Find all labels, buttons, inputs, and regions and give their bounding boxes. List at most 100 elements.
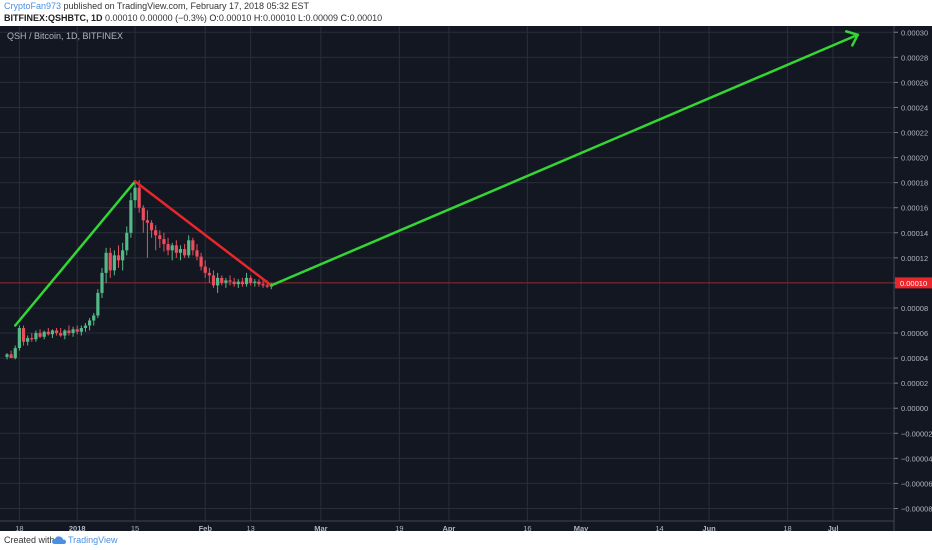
candle-body — [195, 250, 199, 257]
candle-body — [67, 330, 71, 334]
tradingview-brand[interactable]: TradingView — [68, 535, 118, 545]
candle-body — [121, 250, 125, 261]
candle-body — [63, 330, 67, 336]
red-fall-line — [133, 180, 273, 287]
price-tick-label: −0.00008 — [901, 504, 932, 513]
created-with-text: Created with — [4, 535, 55, 545]
time-tick-label: Mar — [314, 524, 327, 531]
candle-body — [21, 328, 26, 342]
candle-body — [174, 245, 178, 253]
time-axis[interactable]: 18 2018 15 Feb 13 Mar 19 Apr 16 May 14 Jun 18 Jul — [15, 524, 838, 531]
chart-header: CryptoFan973 published on TradingView.co… — [0, 0, 932, 26]
candle-body — [187, 240, 191, 256]
candle-body — [59, 333, 63, 336]
candle-body — [154, 230, 158, 236]
price-tick-label: 0.00008 — [901, 304, 928, 313]
last-price-label: 0.00010 — [900, 279, 927, 288]
close-label: C: — [338, 13, 350, 23]
candle-body — [108, 252, 112, 271]
candle-body — [34, 333, 38, 340]
time-tick-label: May — [574, 524, 589, 531]
low-label: L: — [295, 13, 306, 23]
price-change: 0.00010 0.00000 (−0.3%) — [102, 13, 210, 23]
price-tick-label: 0.00022 — [901, 129, 928, 138]
candle-body — [220, 277, 224, 283]
author-link[interactable]: CryptoFan973 — [4, 1, 62, 11]
time-tick-label: Apr — [442, 524, 455, 531]
price-axis[interactable]: 0.00030 0.00028 0.00026 0.00024 0.00022 0.000… — [894, 28, 932, 513]
footer: Created with TradingView — [0, 531, 932, 550]
candle-body — [207, 272, 211, 276]
time-tick-label: 15 — [131, 524, 139, 531]
candle-body — [244, 277, 249, 285]
price-tick-label: 0.00014 — [901, 229, 928, 238]
close-value: 0.00010 — [349, 13, 383, 23]
low-value: 0.00009 — [305, 13, 339, 23]
candle-body — [137, 187, 141, 208]
candle-body — [166, 244, 170, 251]
tradingview-cloud-icon — [52, 536, 66, 544]
high-value: 0.00010 — [262, 13, 296, 23]
price-tick-label: 0.00028 — [901, 53, 928, 62]
time-tick-label: Jun — [702, 524, 716, 531]
candle-body — [42, 331, 46, 337]
candle-body — [265, 285, 269, 287]
candle-body — [249, 277, 253, 283]
price-tick-label: −0.00006 — [901, 479, 932, 488]
candle-body — [178, 249, 183, 253]
candle-body — [125, 232, 129, 251]
candle-body — [236, 281, 240, 285]
candle-body — [116, 255, 121, 261]
candle-body — [261, 284, 265, 286]
open-label: O: — [209, 13, 219, 23]
candle-body — [257, 281, 261, 285]
candle-body — [141, 207, 145, 221]
arrowhead-icon — [845, 30, 860, 47]
price-tick-label: 0.00024 — [901, 103, 928, 112]
candle-body — [170, 245, 174, 251]
price-tick-label: 0.00030 — [901, 28, 928, 37]
time-tick-label: 19 — [395, 524, 403, 531]
high-label: H: — [251, 13, 263, 23]
price-tick-label: 0.00002 — [901, 379, 928, 388]
candle-body — [203, 266, 207, 273]
candle-body — [30, 338, 34, 340]
candle-body — [199, 256, 203, 267]
price-chart[interactable]: 0.00030 0.00028 0.00026 0.00024 0.00022 0.000… — [0, 26, 932, 531]
time-tick-label: 13 — [246, 524, 254, 531]
candle-body — [145, 220, 150, 223]
green-target-arrow — [270, 33, 860, 287]
candle-body — [17, 328, 21, 349]
publish-text: published on TradingView.com, February 1… — [61, 1, 310, 11]
time-tick-label: 18 — [783, 524, 791, 531]
time-tick-label: 2018 — [69, 524, 86, 531]
chart-title: QSH / Bitcoin, 1D, BITFINEX — [7, 31, 123, 41]
candle-body — [211, 275, 216, 286]
price-tick-label: 0.00004 — [901, 354, 928, 363]
time-tick-label: Feb — [199, 524, 213, 531]
candle-body — [224, 280, 228, 283]
symbol-info: BITFINEX:QSHBTC, 1D 0.00010 0.00000 (−0.… — [4, 13, 382, 23]
candle-body — [71, 329, 75, 334]
price-tick-label: 0.00012 — [901, 254, 928, 263]
trend-annotations — [14, 30, 860, 327]
price-tick-label: −0.00002 — [901, 429, 932, 438]
price-tick-label: 0.00016 — [901, 204, 928, 213]
candle-body — [5, 354, 9, 357]
last-price-badge — [895, 277, 932, 289]
candle-body — [96, 292, 100, 316]
candle-body — [191, 240, 195, 251]
candle-body — [38, 333, 42, 337]
open-value: 0.00010 — [218, 13, 252, 23]
candle-body — [228, 280, 232, 282]
candle-body — [253, 281, 257, 283]
price-tick-label: 0.00006 — [901, 329, 928, 338]
time-tick-label: 16 — [523, 524, 531, 531]
candle-body — [129, 200, 133, 233]
candle-body — [162, 239, 166, 245]
candle-body — [104, 252, 108, 273]
price-tick-label: 0.00018 — [901, 179, 928, 188]
time-tick-label: 14 — [655, 524, 663, 531]
candle-body — [13, 348, 17, 359]
candle-body — [92, 315, 96, 321]
